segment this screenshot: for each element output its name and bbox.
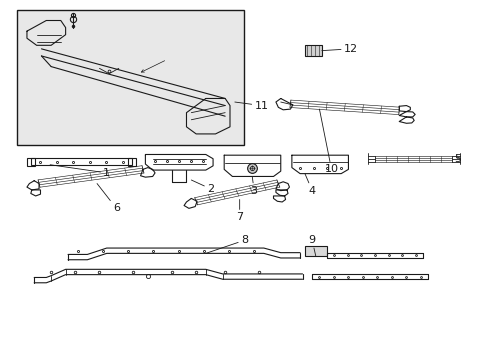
Bar xyxy=(17,10,244,145)
Text: 6: 6 xyxy=(97,184,120,213)
Text: 8: 8 xyxy=(205,235,247,253)
Text: 9: 9 xyxy=(308,235,315,256)
Text: 7: 7 xyxy=(236,199,243,222)
Text: 10: 10 xyxy=(319,109,338,174)
Text: 3: 3 xyxy=(250,176,257,195)
Text: 5: 5 xyxy=(453,154,460,164)
Text: 11: 11 xyxy=(234,100,268,111)
Text: 2: 2 xyxy=(191,180,214,194)
Text: 12: 12 xyxy=(321,44,357,54)
Bar xyxy=(128,158,136,166)
Text: 1: 1 xyxy=(50,165,110,178)
Bar xyxy=(27,158,35,166)
Text: 4: 4 xyxy=(305,174,315,195)
Bar xyxy=(305,246,326,256)
Bar xyxy=(305,45,321,56)
Bar xyxy=(31,158,132,165)
